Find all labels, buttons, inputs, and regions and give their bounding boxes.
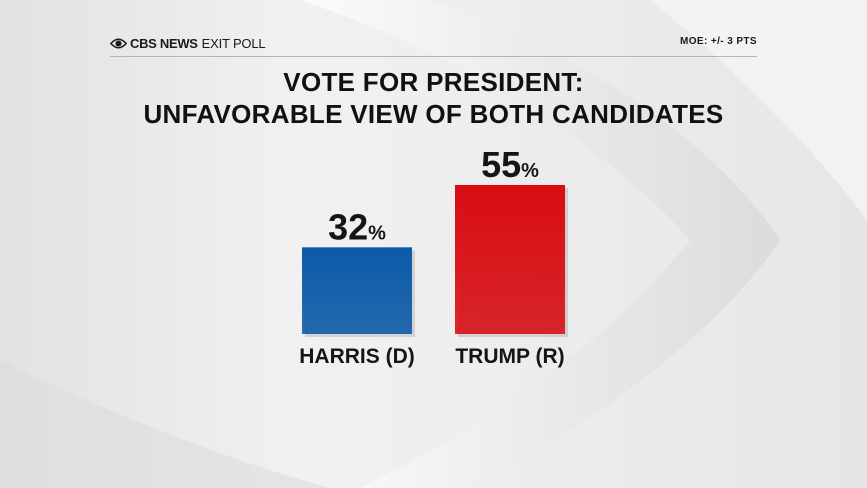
brand: CBS NEWS EXIT POLL <box>110 34 266 52</box>
chart-title: VOTE FOR PRESIDENT: UNFAVORABLE VIEW OF … <box>0 66 867 130</box>
data-label-harris: 32% <box>328 206 386 247</box>
brand-poll-label: EXIT POLL <box>201 35 266 51</box>
chart-title-line-1: VOTE FOR PRESIDENT: <box>283 67 584 97</box>
bar-trump <box>455 185 565 334</box>
category-label-trump: TRUMP (R) <box>455 345 564 368</box>
cbs-eye-logo-icon <box>110 37 127 49</box>
bar-harris <box>302 247 412 334</box>
category-label-harris: HARRIS (D) <box>299 345 415 368</box>
margin-of-error: MOE: +/- 3 PTS <box>679 36 757 47</box>
data-label-trump: 55% <box>481 144 539 185</box>
chart-title-line-2: UNFAVORABLE VIEW OF BOTH CANDIDATES <box>143 99 724 129</box>
brand-name: CBS NEWS <box>130 35 198 51</box>
header: CBS NEWS EXIT POLL MOE: +/- 3 PTS <box>110 34 757 57</box>
